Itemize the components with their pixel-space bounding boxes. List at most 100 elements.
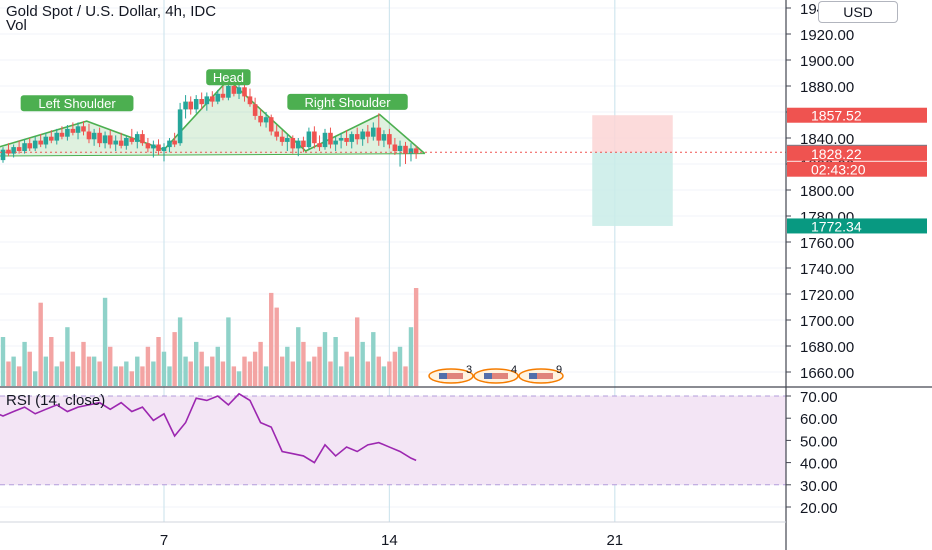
- candle: [188, 96, 194, 115]
- candle-body: [365, 131, 371, 137]
- candle: [65, 125, 70, 141]
- candle: [22, 139, 27, 154]
- volume-bar: [156, 337, 161, 386]
- rsi-tick-label: 60.00: [800, 411, 838, 428]
- volume-bar: [263, 366, 269, 386]
- candle-body: [258, 115, 263, 123]
- candle-body: [22, 143, 27, 151]
- volume-bar: [145, 346, 151, 386]
- candle-body: [65, 128, 70, 137]
- currency-button[interactable]: USD: [818, 1, 898, 23]
- price-tag-bg: [787, 107, 927, 123]
- candle-body: [81, 126, 86, 132]
- volume-bar: [258, 341, 263, 386]
- candle: [290, 135, 296, 154]
- candle-body: [86, 131, 92, 140]
- pattern-label-text: Head: [213, 70, 244, 85]
- candle-body: [397, 145, 403, 151]
- volume-bar: [242, 356, 247, 386]
- price-tick-label: 1900.00: [800, 53, 854, 70]
- volume-bar: [91, 356, 97, 386]
- volume-bar: [322, 332, 328, 386]
- price-tag-text: 1857.52: [811, 108, 862, 124]
- volume-bar: [194, 341, 199, 386]
- volume-bar: [403, 366, 408, 386]
- volume-bar: [135, 356, 140, 386]
- candle: [59, 126, 65, 140]
- pattern-label-bg: [20, 95, 134, 112]
- volume-bar: [236, 371, 242, 386]
- volume-bar: [285, 346, 290, 386]
- candle-body: [236, 87, 242, 94]
- volume-bar: [344, 351, 349, 386]
- event-marker-label: 9: [556, 364, 562, 376]
- candle: [236, 83, 242, 99]
- candle: [97, 127, 102, 148]
- volume-label: Vol: [6, 17, 27, 34]
- volume-bar: [306, 361, 312, 386]
- volume-bar: [38, 302, 43, 386]
- candle-body: [97, 132, 102, 144]
- candle: [167, 138, 172, 153]
- flag-canton: [484, 373, 492, 379]
- rsi-band: [0, 396, 786, 485]
- candle: [279, 130, 285, 146]
- candle: [365, 125, 371, 144]
- volume-bar: [54, 366, 59, 386]
- candle-body: [306, 131, 312, 148]
- candle-body: [102, 135, 108, 144]
- candle: [81, 121, 86, 136]
- volume-bar: [75, 366, 81, 386]
- candle: [161, 143, 167, 162]
- rsi-title: RSI (14, close): [6, 392, 105, 409]
- candle-body: [333, 140, 338, 145]
- volume-bar: [279, 356, 285, 386]
- event-marker-label: 4: [511, 364, 517, 376]
- time-tick-label: 14: [381, 532, 398, 549]
- volume-bar: [247, 361, 253, 386]
- candle-body: [392, 144, 398, 151]
- price-tag-last: 1828.22: [787, 145, 927, 162]
- candle-body: [43, 136, 49, 145]
- rsi-tick-label: 40.00: [800, 456, 838, 473]
- candle-body: [322, 132, 328, 148]
- neckline: [0, 153, 425, 157]
- candle-body: [371, 127, 376, 137]
- price-tag-text: 1828.22: [811, 146, 862, 162]
- candle-body: [32, 140, 38, 149]
- volume-bar: [215, 346, 220, 386]
- candle-body: [344, 138, 349, 142]
- rsi-line: [0, 392, 417, 464]
- candle: [252, 97, 258, 120]
- volume-bar: [408, 327, 414, 386]
- candle: [118, 132, 124, 149]
- candle-body: [183, 101, 188, 110]
- event-marker-label: 3: [466, 364, 472, 376]
- volume-bar: [6, 361, 11, 386]
- price-tick-label: 1740.00: [800, 261, 854, 278]
- flag-canton: [439, 373, 447, 379]
- candle: [156, 139, 161, 155]
- candle-body: [285, 138, 290, 142]
- candle: [0, 147, 6, 163]
- stop-loss-zone: [592, 115, 673, 153]
- volume-bar: [231, 366, 237, 386]
- pattern-fill: [0, 79, 425, 157]
- volume-bar: [86, 356, 92, 386]
- candle: [183, 95, 188, 119]
- candle: [151, 140, 156, 158]
- candle-body: [247, 96, 253, 105]
- candle-body: [338, 138, 344, 141]
- volume-bar: [204, 366, 210, 386]
- candle: [27, 138, 33, 151]
- price-tag-stop: 1857.52: [787, 107, 927, 124]
- pattern-label-3: Right Shoulder: [287, 93, 408, 110]
- volume-bar: [301, 341, 306, 386]
- candle-body: [290, 138, 296, 149]
- volume-bar: [392, 351, 398, 386]
- volume-bar: [183, 356, 188, 386]
- volume-bar: [167, 366, 172, 386]
- candle-body: [167, 140, 172, 148]
- volume-bar: [16, 366, 22, 386]
